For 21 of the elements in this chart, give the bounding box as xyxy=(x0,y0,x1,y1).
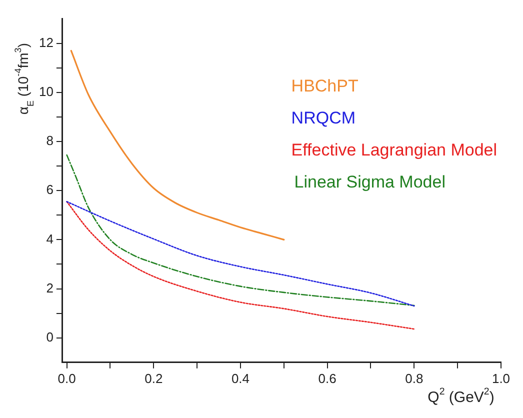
line-series xyxy=(66,200,415,330)
line-series xyxy=(70,50,285,240)
y-axis-title: αE (10-4fm3) xyxy=(12,42,36,115)
y-tick-label: 6 xyxy=(46,182,54,198)
x-tick-label: 0.4 xyxy=(231,370,250,386)
text: Effective Lagrangian Model xyxy=(291,140,498,160)
text: NRQCM xyxy=(291,108,356,128)
y-tick-label: 12 xyxy=(38,34,54,50)
y-tick-label: 8 xyxy=(46,133,54,148)
line-series xyxy=(66,200,415,307)
x-tick-label: 0.0 xyxy=(58,370,76,386)
y-tick-label: 4 xyxy=(46,231,54,246)
y-tick-label: 0 xyxy=(46,329,54,344)
x-tick-label: 0.6 xyxy=(318,370,336,386)
text: Linear Sigma Model xyxy=(294,172,446,192)
text: HBChPT xyxy=(291,76,358,96)
y-tick-label: 10 xyxy=(38,84,54,100)
x-tick-label: 0.2 xyxy=(144,370,163,386)
y-tick-label: 2 xyxy=(46,280,54,296)
x-tick-label: 1.0 xyxy=(492,370,510,386)
x-tick-label: 0.8 xyxy=(405,370,424,386)
